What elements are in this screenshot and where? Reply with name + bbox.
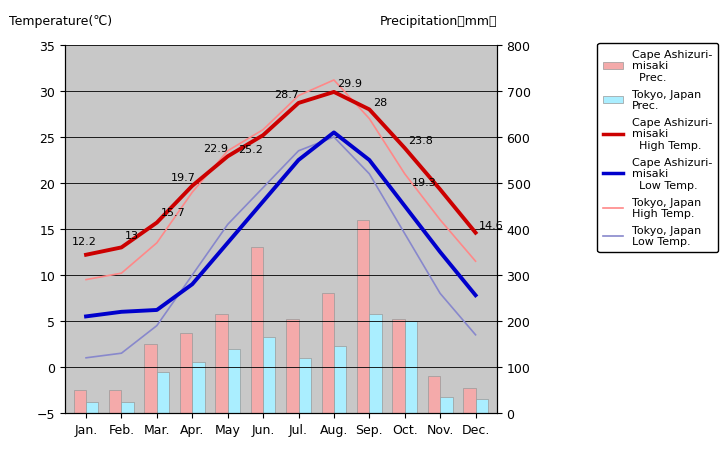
Bar xyxy=(299,358,311,413)
Text: 28.7: 28.7 xyxy=(274,90,299,100)
Bar xyxy=(215,314,228,413)
Text: Precipitation（mm）: Precipitation（mm） xyxy=(379,15,497,28)
Text: 13: 13 xyxy=(125,231,139,241)
Bar xyxy=(180,333,192,413)
Bar xyxy=(228,349,240,413)
Text: 12.2: 12.2 xyxy=(72,236,96,246)
Bar xyxy=(392,319,405,413)
Bar xyxy=(86,402,99,413)
Bar xyxy=(122,402,134,413)
Bar xyxy=(463,388,475,413)
Text: 23.8: 23.8 xyxy=(408,136,433,146)
Bar xyxy=(322,294,334,413)
Bar xyxy=(357,220,369,413)
Bar xyxy=(369,314,382,413)
Text: 28: 28 xyxy=(373,98,387,107)
Text: 19.7: 19.7 xyxy=(171,173,196,183)
Bar xyxy=(109,390,122,413)
Text: 25.2: 25.2 xyxy=(238,145,264,154)
Text: 19.3: 19.3 xyxy=(412,178,436,187)
Bar xyxy=(251,248,263,413)
Bar xyxy=(405,321,417,413)
Text: Temperature(℃): Temperature(℃) xyxy=(9,15,112,28)
Bar xyxy=(440,397,453,413)
Bar xyxy=(157,372,169,413)
Bar xyxy=(475,399,488,413)
Bar xyxy=(286,319,299,413)
Text: 15.7: 15.7 xyxy=(161,208,185,218)
Bar xyxy=(428,376,440,413)
Bar xyxy=(145,344,157,413)
Text: 29.9: 29.9 xyxy=(338,79,362,89)
Text: 22.9: 22.9 xyxy=(203,144,228,153)
Bar xyxy=(73,390,86,413)
Bar xyxy=(192,363,204,413)
Legend: Cape Ashizuri-
misaki
  Prec., Tokyo, Japan
Prec., Cape Ashizuri-
misaki
  High : Cape Ashizuri- misaki Prec., Tokyo, Japa… xyxy=(598,44,718,252)
Bar xyxy=(334,347,346,413)
Text: 14.6: 14.6 xyxy=(479,221,504,230)
Bar xyxy=(263,337,276,413)
